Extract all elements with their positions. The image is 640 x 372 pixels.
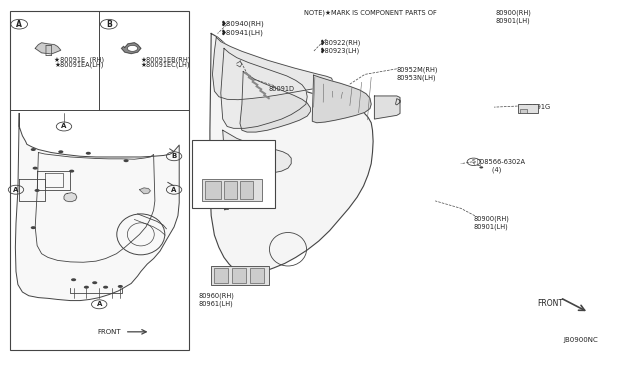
Text: 80928(LH): 80928(LH) (215, 161, 252, 168)
Circle shape (479, 166, 483, 169)
Circle shape (31, 148, 36, 151)
Polygon shape (240, 71, 310, 132)
Polygon shape (374, 96, 400, 119)
Bar (224, 181, 237, 199)
Text: FRONT: FRONT (538, 299, 564, 308)
Text: A: A (16, 20, 22, 29)
Circle shape (69, 170, 74, 173)
Text: B: B (172, 153, 177, 159)
Text: A: A (97, 301, 102, 307)
Circle shape (103, 286, 108, 289)
Circle shape (127, 45, 138, 51)
Text: NOTE)★MARK IS COMPONENT PARTS OF: NOTE)★MARK IS COMPONENT PARTS OF (304, 9, 436, 16)
Bar (214, 268, 228, 283)
Circle shape (86, 152, 91, 155)
Bar (240, 181, 253, 199)
Text: B: B (106, 20, 111, 29)
Polygon shape (64, 193, 77, 202)
Text: ★80091EC(LH): ★80091EC(LH) (141, 62, 190, 68)
Bar (250, 268, 264, 283)
Text: ★80091EB(RH): ★80091EB(RH) (141, 56, 191, 63)
Bar (192, 140, 275, 208)
Bar (10, 11, 189, 350)
Circle shape (124, 159, 129, 162)
Text: A: A (13, 187, 19, 193)
Circle shape (58, 150, 63, 153)
Text: ❥80922(RH)
❥80923(LH): ❥80922(RH) ❥80923(LH) (320, 39, 362, 54)
Circle shape (84, 286, 89, 289)
Text: JB0900NC: JB0900NC (564, 337, 598, 343)
Text: ❥80940(RH)
❥80941(LH): ❥80940(RH) ❥80941(LH) (221, 20, 264, 36)
Text: ★80091EA(LH): ★80091EA(LH) (54, 62, 104, 68)
Circle shape (35, 189, 40, 192)
Text: A: A (172, 187, 177, 193)
Text: A: A (61, 124, 67, 129)
Bar (205, 181, 221, 199)
Circle shape (118, 285, 123, 288)
Polygon shape (122, 43, 141, 54)
Text: 80091D: 80091D (269, 86, 295, 92)
Text: 80960(RH)
80961(LH): 80960(RH) 80961(LH) (198, 292, 234, 307)
Circle shape (92, 281, 97, 284)
Polygon shape (212, 37, 333, 100)
Circle shape (31, 226, 36, 229)
Circle shape (33, 167, 38, 170)
Bar (518, 104, 538, 113)
Circle shape (71, 278, 76, 281)
Polygon shape (221, 48, 307, 128)
Text: ★80091E  (RH): ★80091E (RH) (54, 56, 104, 63)
Polygon shape (35, 43, 61, 54)
Bar (211, 266, 269, 285)
Text: S: S (472, 159, 476, 164)
Text: 08566-6302A
       (4): 08566-6302A (4) (477, 158, 526, 173)
Bar (202, 179, 262, 201)
Polygon shape (312, 75, 371, 123)
Text: WITH SEAT: WITH SEAT (214, 145, 253, 151)
Bar (520, 109, 527, 113)
Text: MEMORY SW: MEMORY SW (209, 152, 258, 158)
Polygon shape (15, 113, 179, 301)
Text: 80900(RH)
80901(LH): 80900(RH) 80901(LH) (496, 9, 532, 24)
Polygon shape (140, 188, 150, 194)
Bar (232, 268, 246, 283)
Polygon shape (223, 130, 291, 175)
Text: 80952M(RH)
80953N(LH): 80952M(RH) 80953N(LH) (397, 67, 438, 81)
Text: FRONT: FRONT (97, 329, 120, 335)
Text: ⛿: ⛿ (44, 44, 52, 57)
Text: 80900(RH)
80901(LH): 80900(RH) 80901(LH) (474, 216, 509, 230)
Polygon shape (210, 33, 373, 275)
Text: 80091G: 80091G (525, 104, 551, 110)
